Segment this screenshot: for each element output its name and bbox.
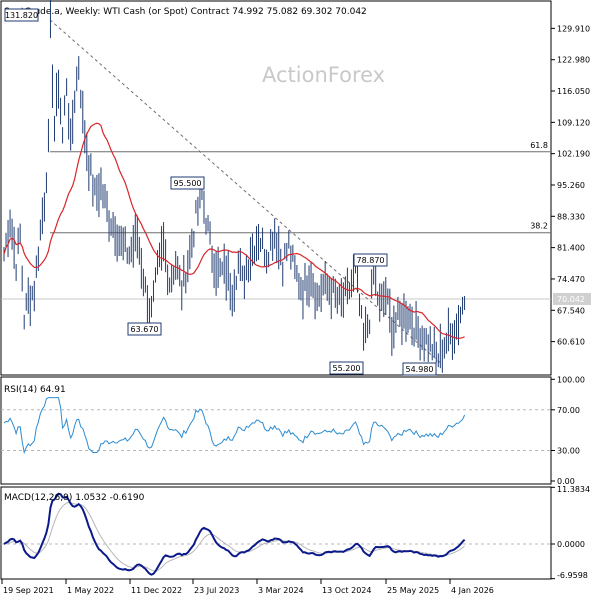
rsi-tick-label: 0.00 xyxy=(557,477,575,486)
timeframe-label: Weekly xyxy=(66,7,99,17)
price-tick-label: 95.260 xyxy=(557,181,585,190)
annotation-box xyxy=(353,253,388,267)
price-tick-label: 122.980 xyxy=(557,56,590,65)
rsi-tick-label: 30.00 xyxy=(557,446,580,455)
price-tick-label: 109.120 xyxy=(557,118,590,127)
annotation-label: 131.820 xyxy=(5,11,38,20)
description-label: WTI Cash (or Spot) Contract xyxy=(103,7,230,17)
fib-label-38.2: 38.2 xyxy=(530,222,548,231)
watermark: ActionForex xyxy=(262,63,385,87)
trendline xyxy=(49,19,441,363)
price-tick-label: 81.400 xyxy=(557,244,585,253)
price-layer: 61.8 38.2 131.820 95.500 63.670 78.870 55.200 5… xyxy=(1,0,591,376)
rsi-layer xyxy=(1,397,551,455)
macd-tick-label: 11.3834 xyxy=(557,485,590,494)
x-tick-label: 25 May 2025 xyxy=(387,586,439,595)
price-tick-label: 74.470 xyxy=(557,275,585,284)
x-tick-label: 13 Oct 2024 xyxy=(322,586,371,595)
ohlc-label: 74.992 75.082 69.302 70.042 xyxy=(232,7,367,17)
x-tick-label: 23 Jul 2023 xyxy=(194,586,239,595)
macd-line xyxy=(3,492,466,576)
annotation-box xyxy=(4,8,39,22)
rsi-tick-label: 70.00 xyxy=(557,406,580,415)
price-tick-label: 129.910 xyxy=(557,24,590,33)
macd-label: MACD(12,26,9) 1.0532 -0.6190 xyxy=(4,493,145,503)
annotation-label: 54.980 xyxy=(406,365,434,374)
macd-panel-frame xyxy=(0,486,552,580)
rsi-panel-frame xyxy=(0,376,552,485)
annotation-box xyxy=(127,322,162,336)
macd-layer xyxy=(1,492,551,576)
axis-layer: 129.910 122.980 116.050 109.120 102.190 95.26… xyxy=(1,24,590,595)
fib-label-61.8: 61.8 xyxy=(530,141,548,150)
price-tick-label: 116.050 xyxy=(557,87,590,96)
x-tick-label: 4 Jan 2026 xyxy=(451,586,494,595)
macd-signal-line xyxy=(3,501,465,572)
annotation-label: 78.870 xyxy=(357,256,385,265)
annotation-label: 95.500 xyxy=(174,179,202,188)
price-tick-label: 67.540 xyxy=(557,306,585,315)
price-panel-frame xyxy=(0,0,552,376)
moving-average-line xyxy=(3,122,465,339)
chart-header: SpotCrude.a, Weekly: WTI Cash (or Spot) … xyxy=(4,7,367,17)
rsi-line xyxy=(3,397,466,455)
price-tick-label: 88.330 xyxy=(557,212,585,221)
price-tick-label: 60.610 xyxy=(557,338,585,347)
annotation-box xyxy=(329,361,364,375)
current-price-tag xyxy=(553,292,591,305)
annotation-label: 63.670 xyxy=(131,325,159,334)
x-tick-label: 1 May 2022 xyxy=(67,586,114,595)
x-tick-label: 3 Mar 2024 xyxy=(258,586,304,595)
rsi-tick-label: 100.00 xyxy=(557,375,585,384)
current-price-label: 70.042 xyxy=(557,295,585,304)
price-tick-label: 102.190 xyxy=(557,150,590,159)
annotation-box xyxy=(402,362,437,376)
annotation-box xyxy=(170,176,205,190)
macd-tick-label: 0.0000 xyxy=(557,540,585,549)
macd-tick-label: -6.9598 xyxy=(557,571,588,580)
annotation-label: 55.200 xyxy=(333,364,361,373)
x-tick-label: 19 Sep 2021 xyxy=(3,586,54,595)
x-tick-label: 11 Dec 2022 xyxy=(131,586,182,595)
rsi-label: RSI(14) 64.91 xyxy=(4,385,66,395)
